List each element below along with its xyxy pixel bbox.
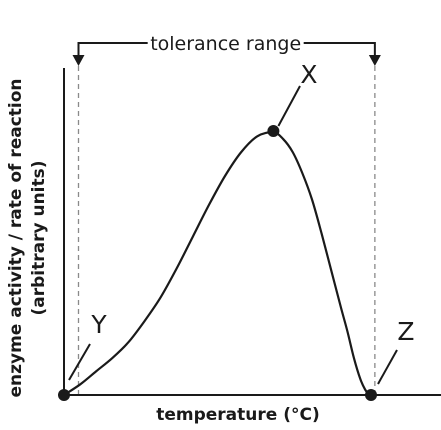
x-axis-title: temperature (°C) (156, 405, 320, 425)
pointer-line-y (68, 343, 91, 381)
tolerance-range-label: tolerance range (150, 33, 301, 55)
point-label-y: Y (90, 310, 107, 339)
point-y-marker (58, 389, 70, 401)
point-x-marker (267, 125, 280, 137)
range-end-arrowhead (368, 55, 381, 66)
axes (63, 68, 441, 396)
bracket-right-segment (303, 42, 376, 56)
point-label-z: Z (397, 317, 414, 346)
marker-points (58, 125, 377, 401)
pointer-lines (68, 85, 398, 385)
activity-curve (63, 131, 372, 397)
tolerance-range-lines (77, 66, 376, 395)
curve-layer (63, 131, 372, 397)
point-z-marker (365, 389, 377, 401)
y-axis-title-line-1: enzyme activity / rate of reaction (6, 78, 26, 397)
pointer-line-z (377, 349, 398, 385)
tolerance-range-bracket (72, 42, 381, 66)
pointer-line-x (277, 85, 301, 127)
y-axis-title-line-2: (arbitrary units) (29, 160, 49, 315)
point-label-x: X (300, 60, 317, 89)
bracket-left-segment (77, 42, 148, 56)
range-start-arrowhead (72, 55, 85, 66)
